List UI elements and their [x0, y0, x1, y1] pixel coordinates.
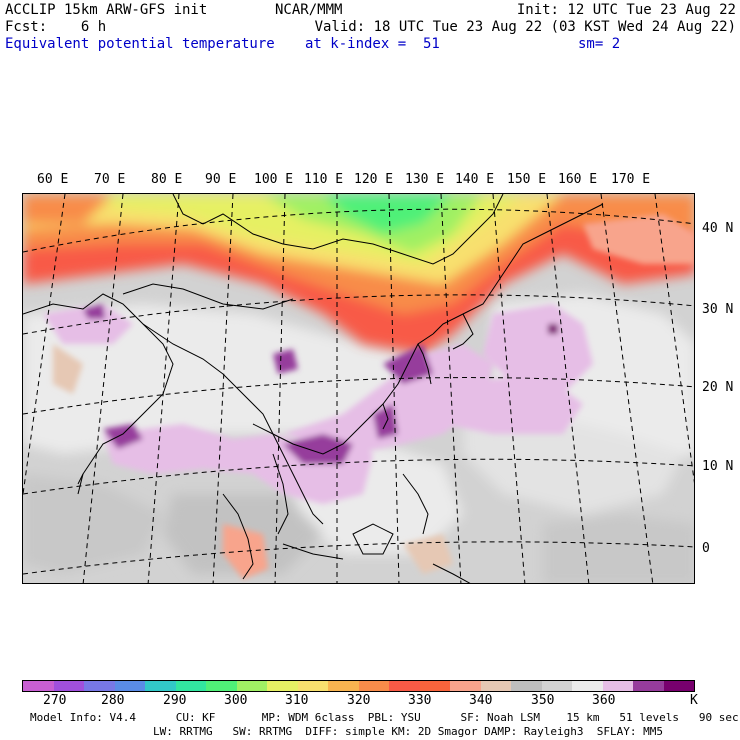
colorbar-swatch: [480, 681, 511, 691]
colorbar-tick: 330: [408, 693, 432, 708]
colorbar-swatch: [511, 681, 542, 691]
colorbar-swatch: [358, 681, 389, 691]
colorbar-swatch: [663, 681, 694, 691]
colorbar-tick: 270: [43, 693, 67, 708]
lat-label: 30 N: [702, 302, 734, 317]
field-warm-land-patches: [53, 214, 694, 579]
colorbar-swatch: [236, 681, 267, 691]
colorbar-swatch: [206, 681, 237, 691]
colorbar-tick: 350: [531, 693, 555, 708]
lon-label: 60 E: [37, 172, 69, 187]
colorbar-swatch: [602, 681, 633, 691]
colorbar-swatch: [328, 681, 359, 691]
colorbar-swatch: [572, 681, 603, 691]
colorbar-tick: 280: [101, 693, 125, 708]
lon-label: 120 E: [354, 172, 394, 187]
colorbar-tick: 360: [592, 693, 616, 708]
colorbar-swatch: [53, 681, 84, 691]
colorbar-swatch: [297, 681, 328, 691]
model-title: ACCLIP 15km ARW-GFS init: [5, 2, 208, 18]
forecast-hour: Fcst: 6 h: [5, 19, 107, 35]
colorbar-swatch: [84, 681, 115, 691]
colorbar-swatch: [145, 681, 176, 691]
lat-label: 0: [702, 541, 710, 556]
map-panel: [22, 193, 695, 584]
colorbar-swatch: [267, 681, 298, 691]
colorbar-swatch: [541, 681, 572, 691]
field-northern-warm-bands: [23, 194, 694, 354]
level-index: at k-index = 51: [305, 36, 440, 52]
coastlines: [23, 194, 604, 583]
valid-time: Valid: 18 UTC Tue 23 Aug 22 (03 KST Wed …: [314, 19, 736, 35]
lon-label: 70 E: [94, 172, 126, 187]
colorbar-tick: 300: [224, 693, 248, 708]
lon-label: 160 E: [558, 172, 598, 187]
colorbar-swatch: [389, 681, 420, 691]
map-graphic: [23, 194, 694, 583]
lon-label: 170 E: [611, 172, 651, 187]
lon-label: 90 E: [205, 172, 237, 187]
producer-label: NCAR/MMM: [275, 2, 343, 18]
colorbar-tick: 340: [469, 693, 493, 708]
colorbar-tick: 290: [163, 693, 187, 708]
colorbar-swatch: [175, 681, 206, 691]
colorbar-swatch: [23, 681, 54, 691]
lon-label: 80 E: [151, 172, 183, 187]
init-time: Init: 12 UTC Tue 23 Aug 22: [516, 2, 736, 18]
colorbar-swatch: [419, 681, 450, 691]
colorbar: [22, 680, 695, 692]
colorbar-unit: K: [690, 693, 698, 708]
colorbar-swatch: [450, 681, 481, 691]
colorbar-tick: 310: [285, 693, 309, 708]
colorbar-swatch: [633, 681, 664, 691]
lon-label: 110 E: [304, 172, 344, 187]
footer-model-info: Model Info: V4.4 CU: KF MP: WDM 6class P…: [30, 711, 739, 724]
graticule: [23, 194, 694, 583]
lon-label: 100 E: [254, 172, 294, 187]
field-moist-regions: [43, 304, 593, 504]
field-name: Equivalent potential temperature: [5, 36, 275, 52]
colorbar-tick: 320: [347, 693, 371, 708]
smoothing-value: sm= 2: [578, 36, 621, 52]
lat-label: 20 N: [702, 380, 734, 395]
lon-label: 140 E: [455, 172, 495, 187]
footer-physics-info: LW: RRTMG SW: RRTMG DIFF: simple KM: 2D …: [153, 725, 663, 738]
lon-label: 150 E: [507, 172, 547, 187]
lon-label: 130 E: [405, 172, 445, 187]
colorbar-swatch: [114, 681, 145, 691]
lat-label: 40 N: [702, 221, 734, 236]
lat-label: 10 N: [702, 459, 734, 474]
